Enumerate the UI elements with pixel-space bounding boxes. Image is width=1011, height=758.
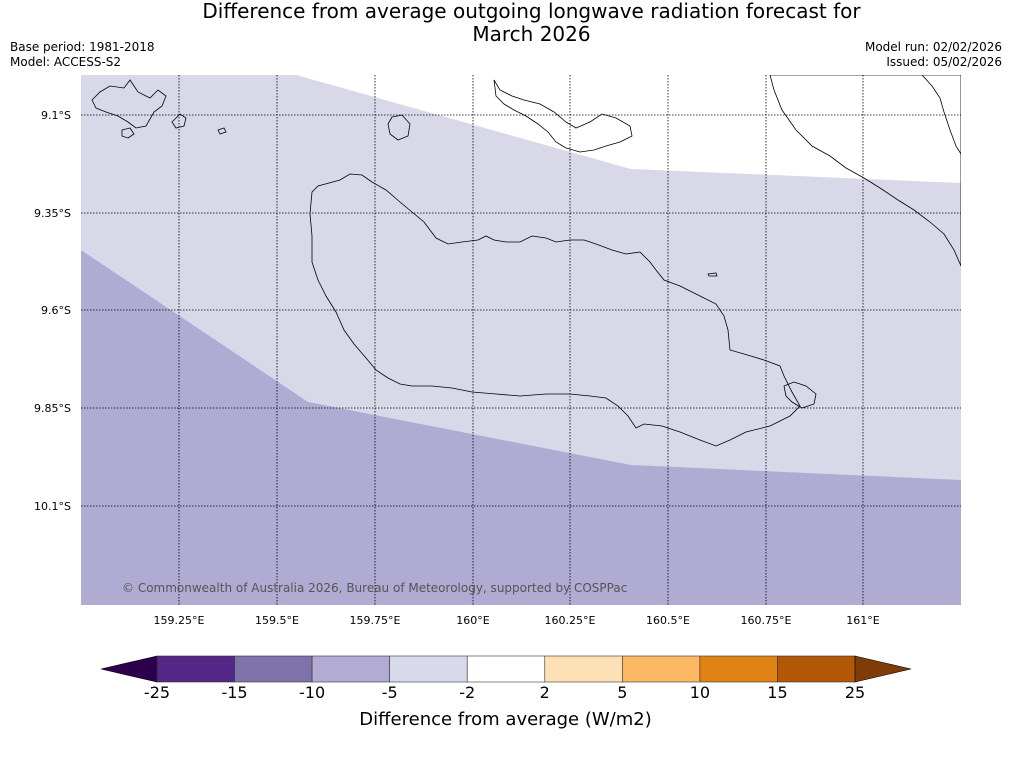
lon-label: 159.25°E — [154, 614, 205, 627]
colorbar-bin — [777, 655, 856, 683]
colorbar-bin — [234, 655, 313, 683]
small-islet — [707, 272, 718, 277]
base-period-text: Base period: 1981-2018 — [10, 40, 155, 54]
colorbar-bin — [466, 655, 546, 683]
malaita-east — [921, 75, 961, 155]
lat-label: 9.85°S — [34, 402, 71, 415]
lat-label: 10.1°S — [34, 500, 71, 513]
colorbar-tick-label: -10 — [299, 683, 326, 702]
meta-left: Base period: 1981-2018 Model: ACCESS-S2 — [10, 40, 155, 70]
russell-islet-2 — [121, 127, 135, 139]
lon-label: 160°E — [456, 614, 489, 627]
colorbar-tick-label: -15 — [221, 683, 248, 702]
colorbar-tick-label: 10 — [689, 683, 711, 702]
colorbar-bin — [699, 655, 778, 683]
colorbar-bins — [156, 655, 856, 683]
issued-text: Issued: 05/02/2026 — [886, 55, 1002, 69]
florida-islands — [493, 79, 633, 153]
colorbar-bin — [544, 655, 623, 683]
model-run-text: Model run: 02/02/2026 — [864, 40, 1002, 54]
copyright-text: © Commonwealth of Australia 2026, Bureau… — [122, 581, 627, 595]
map-area — [81, 75, 961, 605]
colorbar-bin — [156, 655, 235, 683]
colorbar-tick-label: 15 — [767, 683, 788, 702]
russell-islet-3 — [217, 127, 227, 135]
lat-label: 9.1°S — [41, 109, 71, 122]
colorbar-tick-label: 25 — [844, 683, 866, 702]
colorbar-bin — [622, 655, 701, 683]
lon-label: 160.5°E — [646, 614, 690, 627]
colorbar-tick-label: -2 — [459, 683, 476, 702]
model-text: Model: ACCESS-S2 — [10, 55, 122, 69]
colorbar-bin — [389, 655, 468, 683]
colorbar-overflow — [854, 655, 912, 683]
graticule — [81, 75, 961, 605]
lat-label: 9.35°S — [34, 207, 71, 220]
colorbar-tick-label: -25 — [143, 683, 171, 702]
longitude-labels: 159.25°E 159.5°E 159.75°E 160°E 160.25°E 160.… — [154, 614, 880, 627]
meta-right: Model run: 02/02/2026 Issued: 05/02/2026 — [865, 40, 1002, 70]
colorbar-underflow — [100, 655, 158, 683]
colorbar-bin — [311, 655, 390, 683]
zone-minus10-to-minus5 — [81, 250, 961, 605]
marau-islets — [783, 381, 817, 409]
colorbar — [100, 655, 912, 683]
latitude-labels: 9.1°S 9.35°S 9.6°S 9.85°S 10.1°S — [34, 109, 71, 513]
lon-label: 160.25°E — [545, 614, 596, 627]
colorbar-tick-label: 2 — [539, 683, 550, 702]
lat-label: 9.6°S — [41, 304, 71, 317]
title-line-2: March 2026 — [472, 22, 591, 46]
colorbar-tick-label: 5 — [617, 683, 628, 702]
lon-label: 160.75°E — [741, 614, 792, 627]
colorbar-title: Difference from average (W/m2) — [359, 709, 652, 730]
malaita-coast — [769, 75, 961, 267]
colorbar-tick-label: -5 — [381, 683, 398, 702]
title-line-1: Difference from average outgoing longwav… — [202, 0, 861, 23]
russell-islands — [91, 79, 167, 129]
lon-label: 159.75°E — [350, 614, 401, 627]
lon-label: 161°E — [846, 614, 879, 627]
savo-island — [387, 114, 411, 141]
lon-label: 159.5°E — [255, 614, 299, 627]
chart-title: Difference from average outgoing longwav… — [0, 0, 1011, 46]
